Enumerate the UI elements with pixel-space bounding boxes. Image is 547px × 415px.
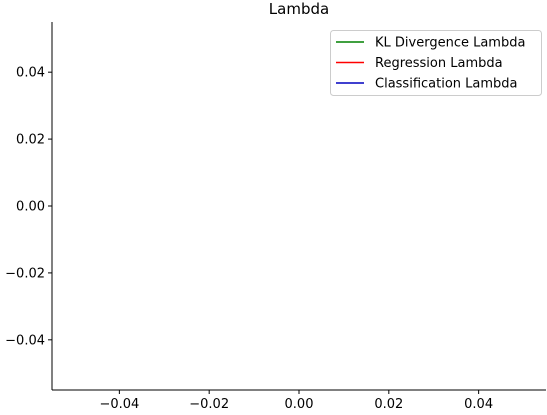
legend-label: Classification Lambda <box>375 77 518 92</box>
chart-title: Lambda <box>269 0 329 18</box>
x-axis: −0.04 −0.02 0.00 0.02 0.04 <box>99 390 493 412</box>
y-tick-label: 0.00 <box>16 200 45 215</box>
y-tick-label: −0.04 <box>5 333 45 348</box>
legend-label: Regression Lambda <box>375 56 503 71</box>
y-axis: −0.04 −0.02 0.00 0.02 0.04 <box>5 66 52 348</box>
y-tick-label: 0.04 <box>16 66 45 81</box>
legend: KL Divergence Lambda Regression Lambda Cla… <box>330 30 542 96</box>
x-tick-label: 0.00 <box>285 397 314 412</box>
x-tick-label: 0.04 <box>464 397 493 412</box>
x-tick-label: −0.04 <box>99 397 139 412</box>
y-tick-label: −0.02 <box>5 266 45 281</box>
y-tick-label: 0.02 <box>16 133 45 148</box>
legend-frame <box>330 30 542 96</box>
x-tick-label: −0.02 <box>189 397 229 412</box>
x-tick-label: 0.02 <box>374 397 403 412</box>
legend-label: KL Divergence Lambda <box>375 36 525 51</box>
